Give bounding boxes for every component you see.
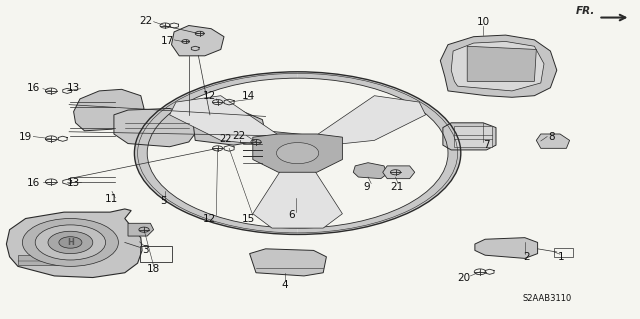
Text: 16: 16 bbox=[27, 83, 40, 93]
Polygon shape bbox=[170, 96, 282, 147]
Text: FR.: FR. bbox=[576, 6, 595, 16]
Text: 3: 3 bbox=[143, 245, 149, 256]
Circle shape bbox=[35, 225, 106, 260]
Text: 15: 15 bbox=[242, 213, 255, 224]
Text: H: H bbox=[67, 238, 74, 247]
Circle shape bbox=[276, 143, 319, 164]
Polygon shape bbox=[172, 26, 224, 56]
Text: 11: 11 bbox=[105, 194, 118, 204]
Text: 7: 7 bbox=[483, 140, 490, 150]
Polygon shape bbox=[250, 249, 326, 276]
Text: 6: 6 bbox=[289, 210, 295, 220]
Text: 14: 14 bbox=[242, 91, 255, 101]
Polygon shape bbox=[440, 35, 557, 97]
Text: 13: 13 bbox=[67, 83, 80, 93]
Text: 22: 22 bbox=[140, 16, 152, 26]
Polygon shape bbox=[193, 110, 266, 145]
Text: S2AAB3110: S2AAB3110 bbox=[523, 294, 572, 303]
Polygon shape bbox=[134, 72, 298, 234]
Polygon shape bbox=[266, 131, 333, 147]
Polygon shape bbox=[443, 123, 496, 150]
Circle shape bbox=[48, 231, 93, 254]
Polygon shape bbox=[18, 255, 58, 265]
Bar bbox=[140, 246, 172, 262]
Text: 4: 4 bbox=[282, 279, 288, 290]
Text: 21: 21 bbox=[390, 182, 403, 192]
Text: 18: 18 bbox=[147, 264, 160, 274]
Polygon shape bbox=[114, 108, 198, 147]
Text: 8: 8 bbox=[548, 131, 555, 142]
Text: 17: 17 bbox=[161, 36, 174, 47]
Polygon shape bbox=[298, 72, 461, 234]
Polygon shape bbox=[454, 126, 492, 147]
Polygon shape bbox=[536, 134, 570, 148]
Polygon shape bbox=[253, 169, 342, 228]
Polygon shape bbox=[475, 238, 538, 258]
Polygon shape bbox=[74, 89, 144, 131]
Polygon shape bbox=[467, 46, 536, 81]
Polygon shape bbox=[6, 209, 142, 278]
Text: 1: 1 bbox=[558, 252, 564, 263]
Polygon shape bbox=[353, 163, 387, 179]
Text: 12: 12 bbox=[204, 213, 216, 224]
Text: 2: 2 bbox=[523, 252, 529, 263]
Polygon shape bbox=[383, 166, 415, 179]
Text: 22: 22 bbox=[219, 134, 232, 144]
Text: 9: 9 bbox=[364, 182, 370, 192]
Polygon shape bbox=[451, 41, 544, 91]
Circle shape bbox=[22, 219, 118, 266]
Text: 13: 13 bbox=[67, 178, 80, 189]
Polygon shape bbox=[128, 223, 154, 236]
Text: 5: 5 bbox=[160, 196, 166, 206]
Bar bbox=[554, 248, 573, 257]
Text: 22: 22 bbox=[232, 130, 245, 141]
Text: 16: 16 bbox=[27, 178, 40, 189]
Circle shape bbox=[59, 237, 82, 248]
Polygon shape bbox=[314, 96, 426, 147]
Polygon shape bbox=[253, 134, 342, 172]
Text: 12: 12 bbox=[204, 91, 216, 101]
Text: 20: 20 bbox=[458, 273, 470, 284]
Circle shape bbox=[262, 136, 333, 171]
Text: 10: 10 bbox=[477, 17, 490, 27]
Text: 19: 19 bbox=[19, 131, 32, 142]
